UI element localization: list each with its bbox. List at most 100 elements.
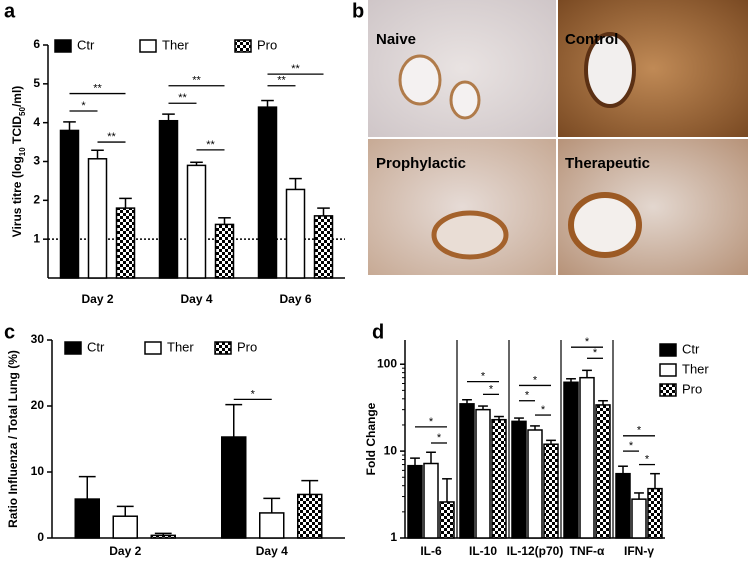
bar [158,119,179,279]
significance-label: * [251,388,256,400]
legend-swatch [144,341,162,355]
bar [543,443,559,539]
significance-label: * [429,416,434,428]
x-tick-label: IL-12(p70) [507,544,564,558]
y-tick-label: 1 [390,530,397,544]
bar [491,418,507,539]
panel-label: c [4,321,15,343]
legend-swatch [214,341,232,355]
y-axis-label-part: Ratio Influenza / Total Lung (%) [6,350,20,528]
legend-swatch [54,39,72,53]
panel-label: d [372,321,384,343]
bar [186,164,207,279]
significance-label: ** [277,75,286,87]
y-axis-label: Virus titre (log10 TCID50/ml) [10,86,26,238]
legend-swatch [234,39,252,53]
legend-label: Ther [167,339,194,354]
bar [527,429,543,539]
x-tick-label: Day 6 [279,292,311,306]
legend-swatch [659,343,677,357]
airway [584,32,636,108]
bar [285,188,306,279]
y-axis-label-part: TCID [10,116,24,148]
x-tick-label: IL-6 [420,544,442,558]
significance-label: * [541,404,546,416]
bar [74,498,100,539]
panel-label: a [4,0,16,22]
bar [647,487,663,539]
bar [150,534,176,539]
bar [214,223,235,279]
legend-label: Pro [257,37,277,52]
y-tick-label: 10 [31,464,45,478]
y-axis-label-part: /ml) [10,86,24,107]
y-axis-label: Ratio Influenza / Total Lung (%) [6,350,20,528]
micrograph-label: Naive [376,31,416,48]
bar [439,501,455,539]
micrographs: Naive Control Prophylactic Therapeutic [368,0,748,275]
significance-label: ** [291,63,300,75]
significance-label: * [489,383,494,395]
significance-label: * [437,432,442,444]
panel-label: b [352,0,364,22]
bar [257,106,278,279]
significance-label: * [645,453,650,465]
y-axis-label-part: Fold Change [364,402,378,475]
x-tick-label: Day 4 [180,292,212,306]
airway [398,54,442,106]
bar [297,493,323,539]
y-tick-label: 0 [37,530,44,544]
bar [259,512,285,539]
bar [631,498,647,539]
x-tick-label: IL-10 [469,544,497,558]
significance-label: * [593,347,598,359]
airway [568,192,642,258]
bar [221,436,247,539]
bar [112,515,138,539]
y-tick-label: 2 [33,193,40,207]
bar [459,403,475,539]
x-tick-label: Day 2 [109,544,141,558]
bar [407,464,423,539]
x-tick-label: IFN-γ [624,544,654,558]
significance-label: * [525,390,530,402]
significance-label: * [533,374,538,386]
y-tick-label: 10 [384,443,398,457]
bar [615,472,631,539]
legend-label: Ctr [77,37,95,52]
legend-label: Ther [162,37,189,52]
significance-label: * [637,425,642,437]
y-tick-label: 1 [33,231,40,245]
bar [595,404,611,539]
y-tick-label: 30 [31,332,45,346]
bar [59,129,80,279]
chart: 0 10 20 30 Ratio Influenza / Total Lung (%) D… [6,332,345,558]
significance-label: ** [192,75,201,87]
y-axis-label-part: Virus titre (log [10,156,24,237]
legend-label: Pro [237,339,257,354]
significance-label: * [629,440,634,452]
bar [115,207,136,279]
x-tick-label: Day 2 [81,292,113,306]
y-tick-label: 4 [33,115,40,129]
y-tick-label: 3 [33,154,40,168]
bar [511,420,527,539]
bar [87,158,108,279]
legend-label: Ther [682,361,709,376]
x-tick-label: TNF-α [570,544,605,558]
legend-swatch [659,363,677,377]
bar [579,376,595,539]
chart: 1 10 100 Fold Change IL-6 IL-10 IL-12(p70) TNF-… [364,336,709,558]
y-axis-label-part: 50 [18,106,27,115]
significance-label: ** [93,82,102,94]
airway [431,210,509,260]
x-tick-label: Day 4 [256,544,288,558]
legend-label: Ctr [682,341,700,356]
significance-label: * [81,100,86,112]
legend-swatch [659,383,677,397]
airway [449,80,481,120]
y-tick-label: 5 [33,76,40,90]
significance-label: ** [107,131,116,143]
significance-label: ** [206,139,215,151]
